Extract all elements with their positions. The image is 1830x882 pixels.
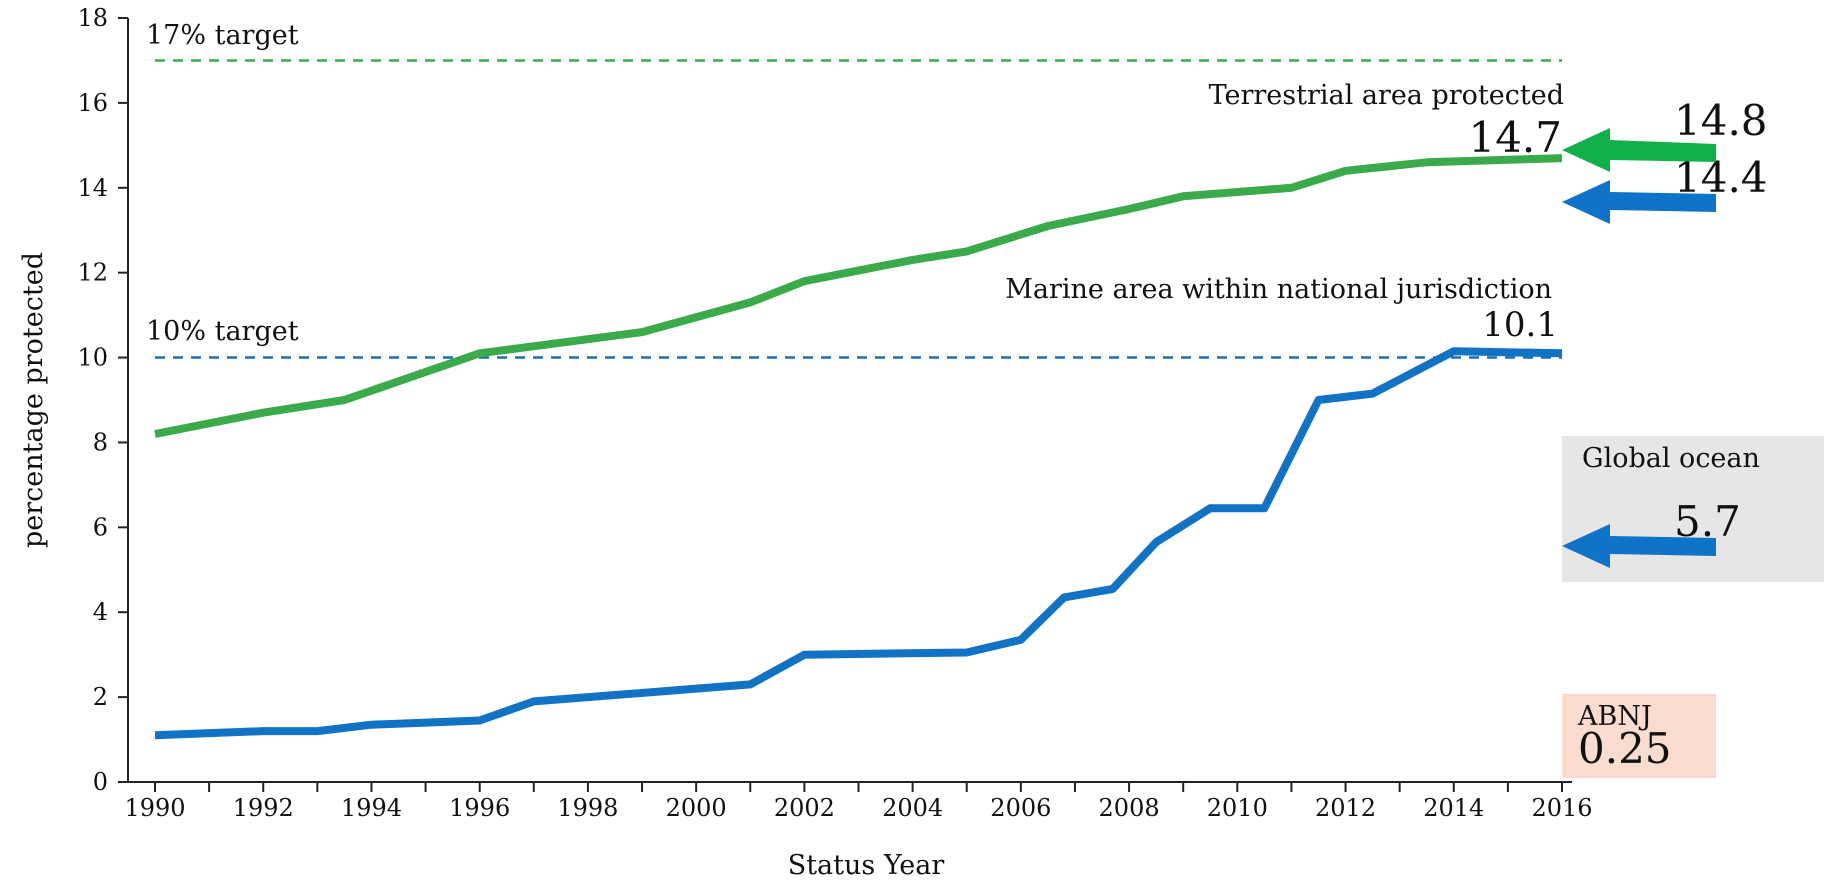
x-tick-label: 2002 [774, 794, 835, 822]
x-tick-label: 1996 [449, 794, 510, 822]
series-lines [154, 154, 1563, 740]
abnj-box [1562, 694, 1716, 778]
marine-label: Marine area within national jurisdiction [1005, 274, 1552, 305]
x-tick-label: 2000 [666, 794, 727, 822]
y-tick-label: 2 [93, 683, 108, 711]
x-tick-label: 2014 [1423, 794, 1484, 822]
marine-value: 10.1 [1482, 305, 1558, 345]
target-17-label: 17% target [146, 20, 299, 51]
y-tick-label: 18 [77, 4, 108, 32]
x-tick-label: 2006 [990, 794, 1051, 822]
abnj-value: 0.25 [1578, 724, 1672, 773]
y-tick-label: 16 [77, 89, 108, 117]
axes: 0 2 4 6 8 10 12 14 16 18 1990 1992 1994 1996 1998 2000 2… [77, 4, 1592, 822]
y-tick-label: 12 [77, 259, 108, 287]
blue-arrow-icon [1562, 180, 1716, 224]
target-10-label: 10% target [146, 316, 299, 347]
y-tick-label: 14 [77, 174, 108, 202]
terrestrial-value: 14.7 [1468, 113, 1562, 162]
y-tick-label: 0 [93, 768, 108, 796]
global-ocean-arrow-icon [1562, 524, 1716, 568]
y-tick-label: 8 [93, 428, 108, 456]
y-axis-title: percentage protected [18, 252, 49, 548]
terrestrial-label: Terrestrial area protected [1209, 80, 1564, 111]
global-ocean-label: Global ocean [1582, 443, 1760, 474]
reference-lines [155, 59, 1562, 359]
abnj-label: ABNJ [1577, 701, 1652, 732]
y-tick-label: 6 [93, 513, 108, 541]
x-tick-label: 2010 [1207, 794, 1268, 822]
y-tick-label: 10 [77, 344, 108, 372]
x-tick-label: 1992 [233, 794, 294, 822]
x-tick-label: 1990 [124, 794, 185, 822]
x-tick-label: 2004 [882, 794, 943, 822]
terrestrial-series-line [154, 154, 1563, 438]
x-tick-label: 2008 [1099, 794, 1160, 822]
terrestrial-arrow-value: 14.8 [1674, 96, 1768, 145]
y-tick-label: 4 [93, 598, 108, 626]
x-tick-label: 2012 [1315, 794, 1376, 822]
x-tick-label: 1998 [557, 794, 618, 822]
x-axis-title: Status Year [788, 850, 945, 881]
green-arrow-icon [1562, 128, 1716, 172]
x-tick-label: 2016 [1531, 794, 1592, 822]
x-tick-label: 1994 [341, 794, 402, 822]
marine-series-line [154, 347, 1563, 740]
